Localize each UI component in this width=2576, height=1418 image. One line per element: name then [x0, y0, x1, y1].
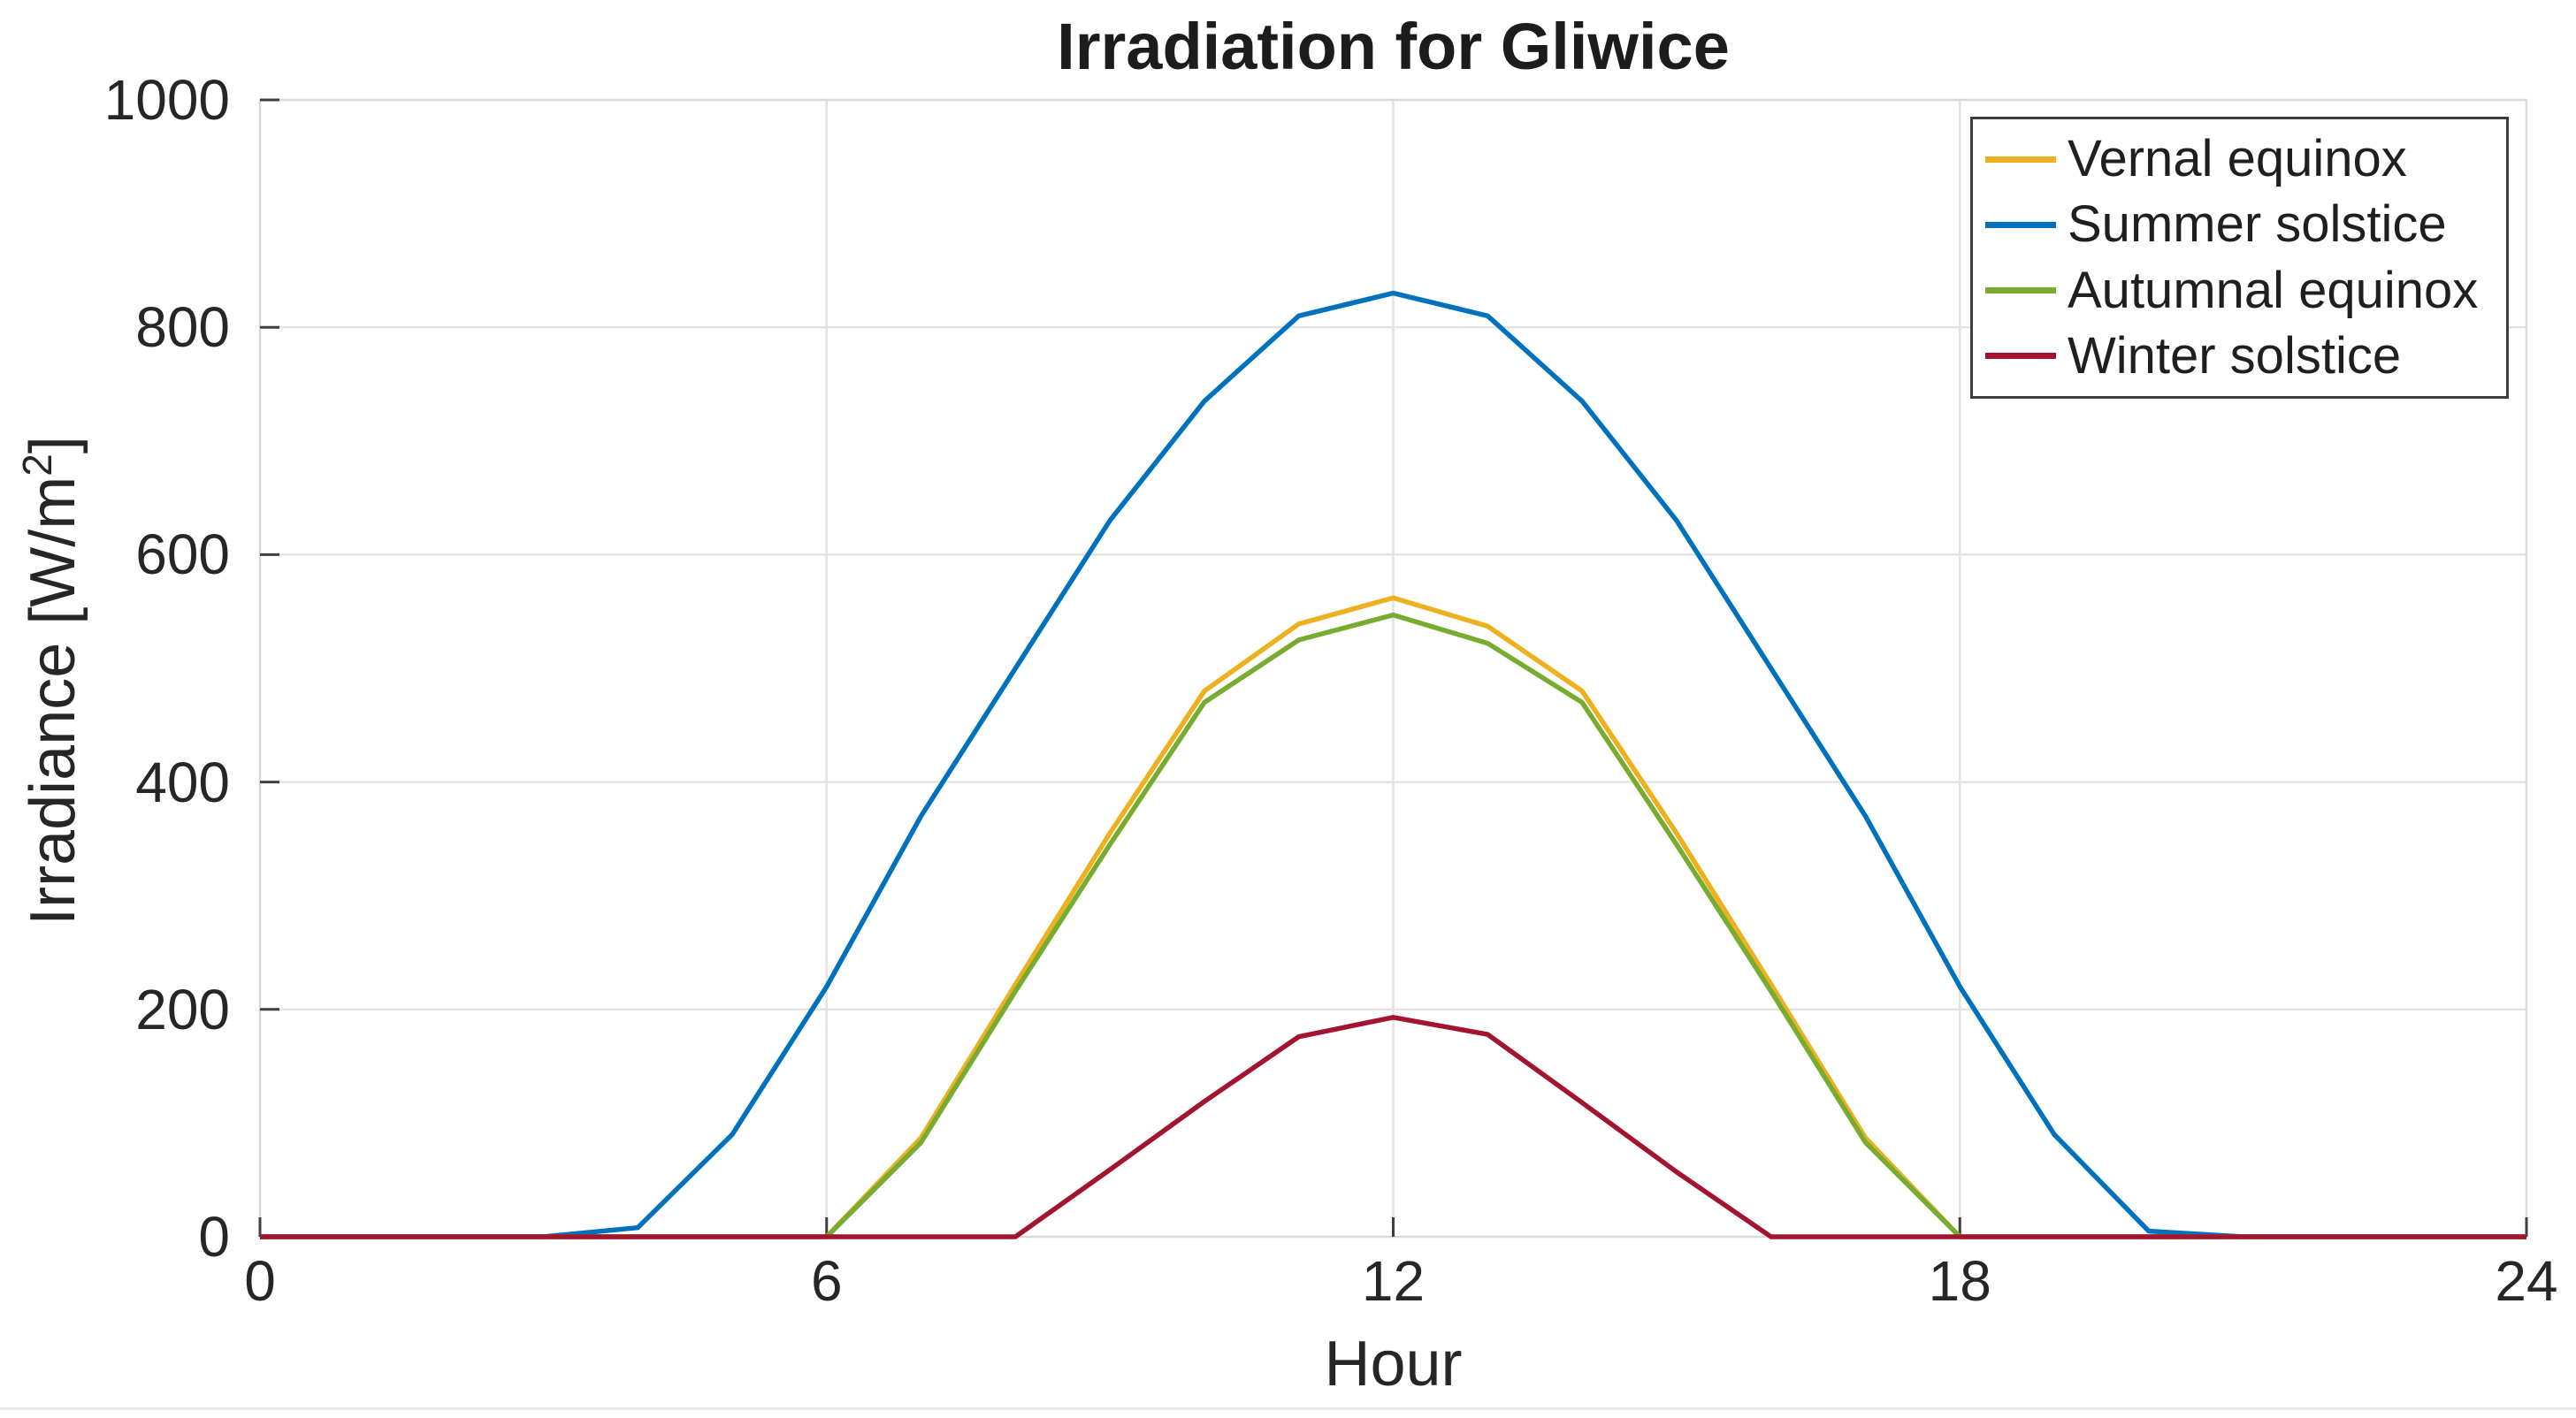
y-axis-label: Irradiance [W/m2] — [13, 436, 89, 926]
legend-item-summer-solstice: Summer solstice — [1973, 199, 2506, 250]
y-tick-label: 600 — [135, 522, 230, 587]
series-line-winter-solstice — [260, 1015, 2526, 1239]
legend-label: Autumnal equinox — [2068, 261, 2479, 319]
legend-line-swatch — [1985, 221, 2056, 228]
y-tick-label: 200 — [135, 977, 230, 1041]
legend-label: Winter solstice — [2068, 326, 2402, 385]
legend-item-winter-solstice: Winter solstice — [1973, 326, 2506, 385]
x-tick-label: 0 — [244, 1249, 276, 1313]
y-axis-label-superscript: 2 — [14, 454, 60, 476]
legend-line-swatch — [1985, 353, 2056, 360]
y-tick-label: 400 — [135, 750, 230, 814]
x-tick-label: 18 — [1928, 1249, 1991, 1313]
legend: Vernal equinox Summer solstice Autumnal eq… — [1970, 117, 2509, 399]
chart-title: Irradiation for Gliwice — [1057, 10, 1730, 83]
legend-line-swatch — [1985, 156, 2056, 163]
x-tick-label: 12 — [1361, 1249, 1426, 1313]
x-axis-label: Hour — [1324, 1329, 1463, 1399]
y-tick-label: 800 — [135, 295, 230, 360]
y-tick-label: 0 — [198, 1205, 230, 1269]
x-tick-label: 24 — [2495, 1249, 2558, 1313]
y-tick-label: 1000 — [103, 68, 230, 132]
legend-label: Vernal equinox — [2068, 130, 2407, 188]
y-axis-label-text: Irradiance [W/m — [18, 476, 88, 926]
series-line-summer-solstice — [260, 290, 2526, 1239]
y-axis-label-close: ] — [18, 436, 88, 454]
legend-item-autumnal-equinox: Autumnal equinox — [1973, 261, 2506, 319]
x-tick-label: 6 — [810, 1249, 843, 1313]
figure-bottom-divider — [0, 1407, 2576, 1410]
legend-item-vernal-equinox: Vernal equinox — [1973, 133, 2506, 185]
legend-line-swatch — [1985, 287, 2056, 294]
legend-label: Summer solstice — [2068, 195, 2447, 254]
